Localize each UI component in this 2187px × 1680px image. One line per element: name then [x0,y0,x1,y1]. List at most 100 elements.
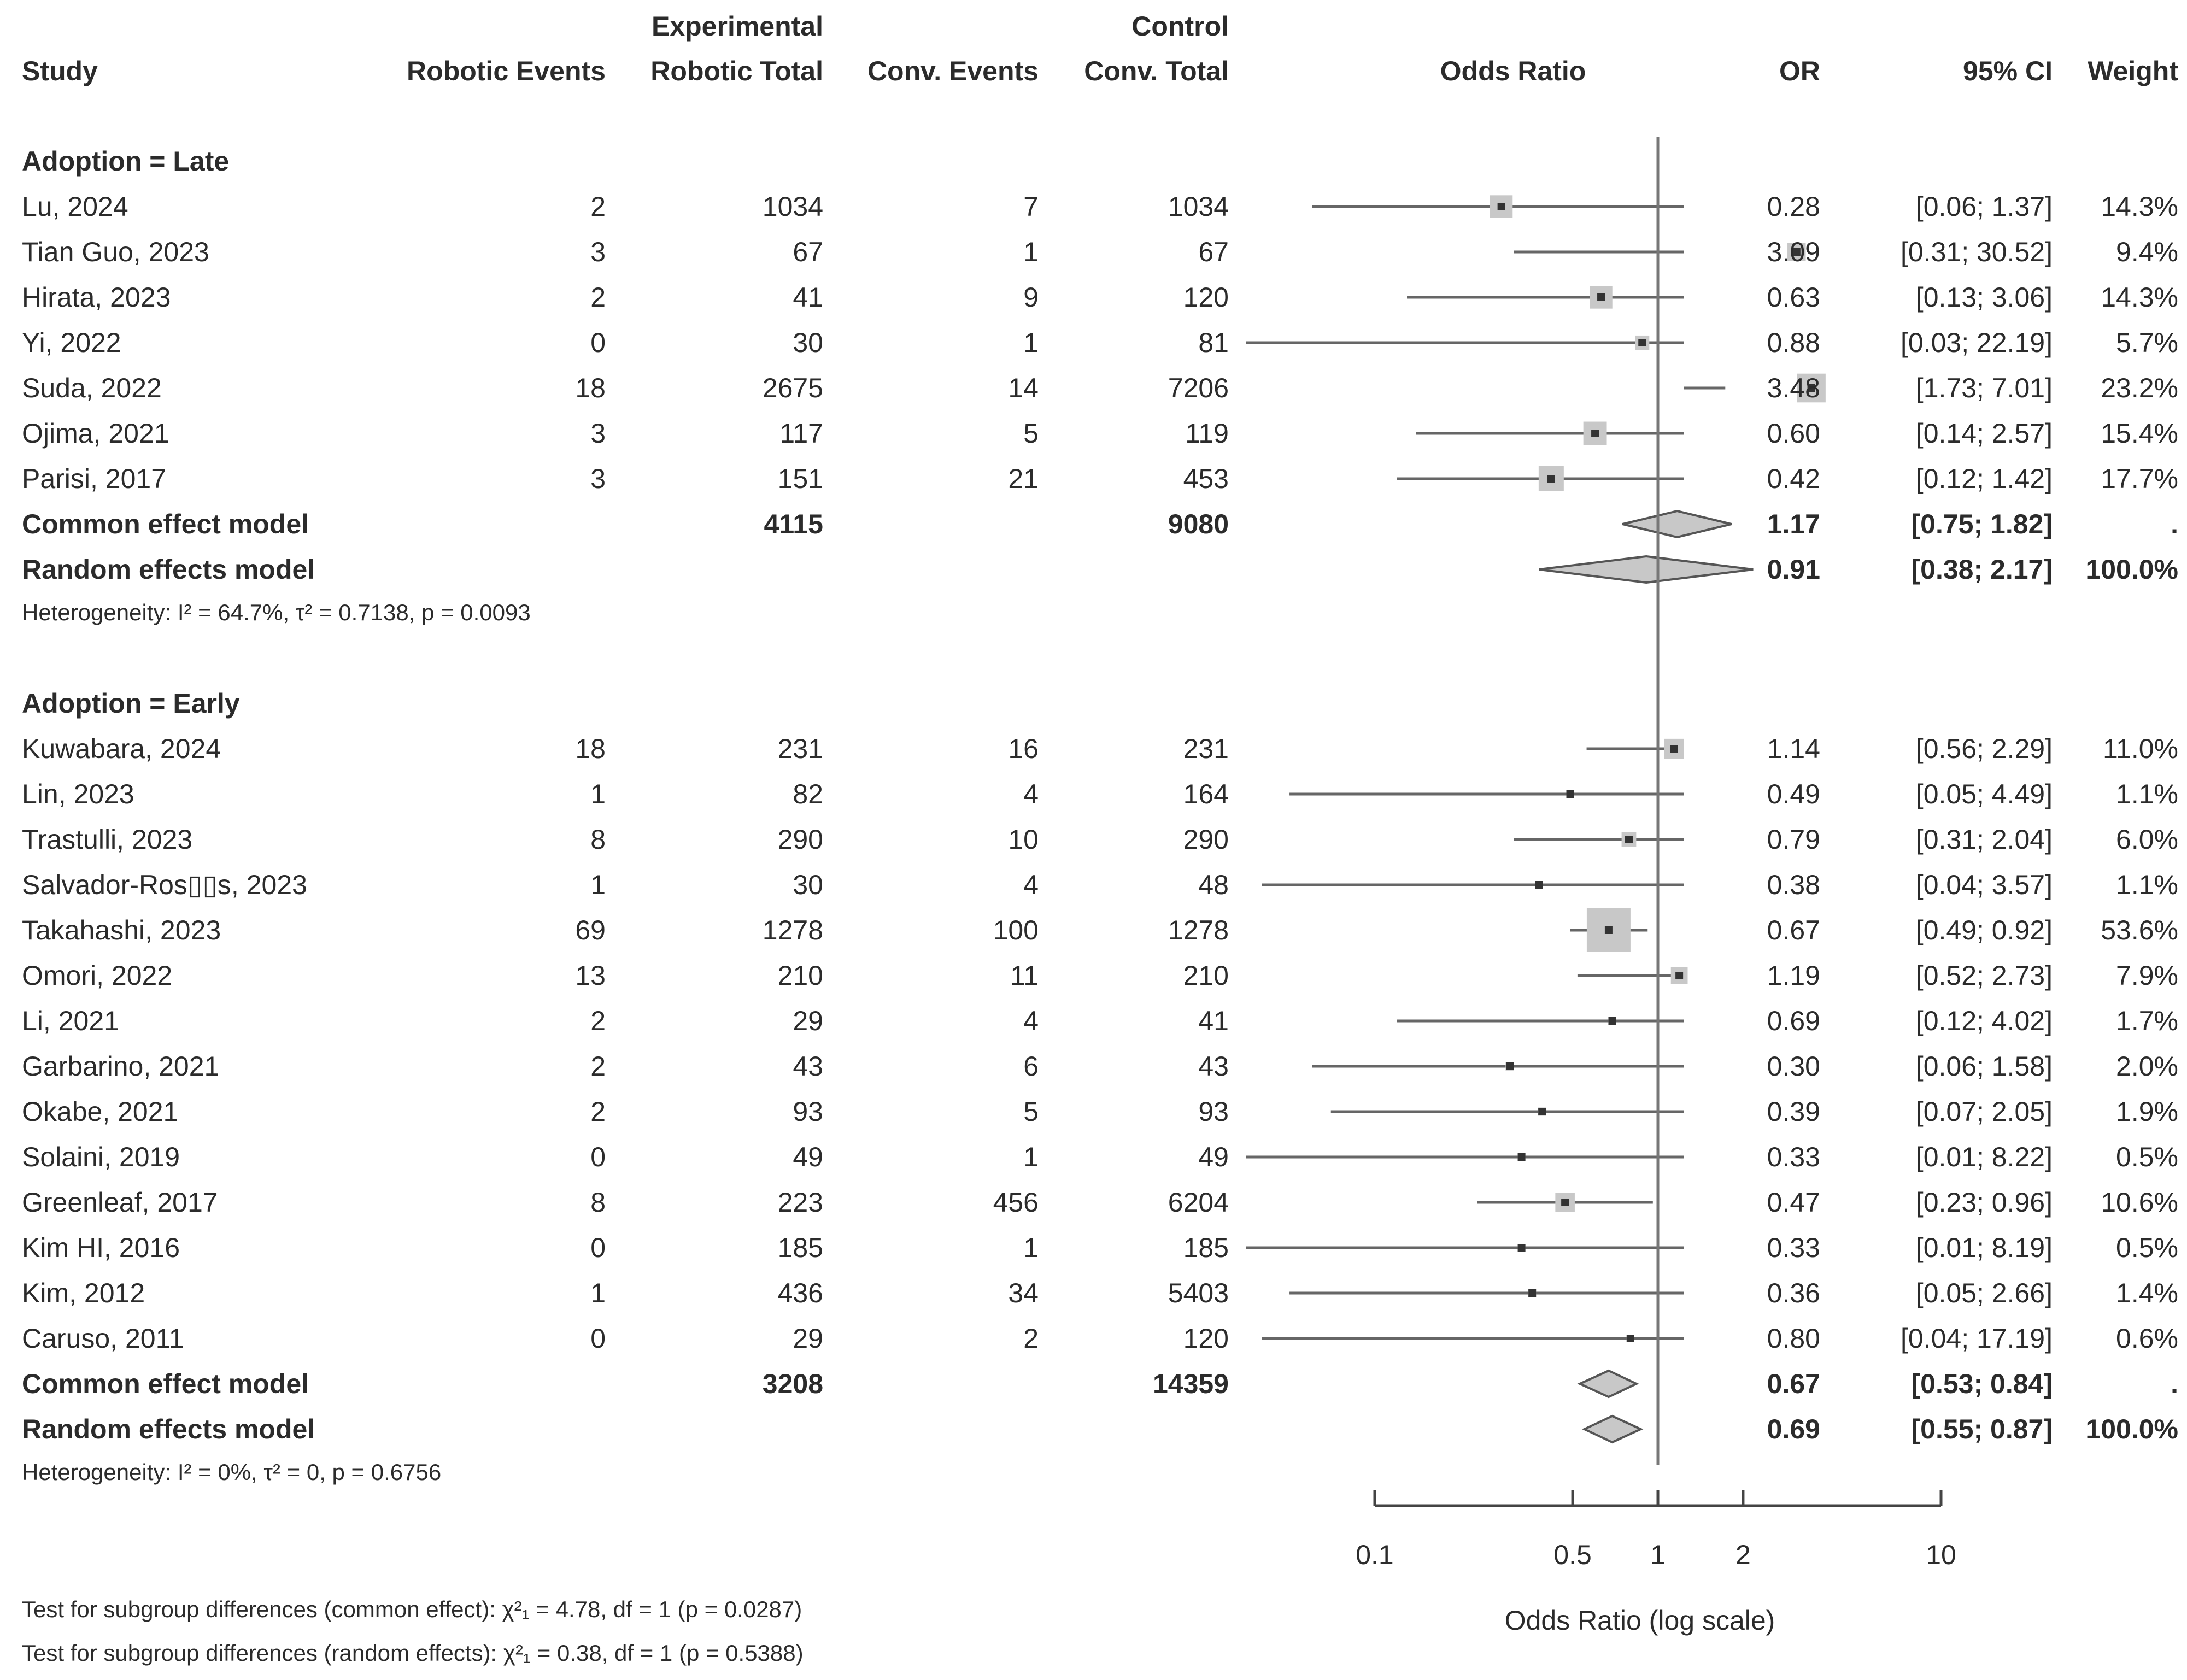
study-name: Kuwabara, 2024 [22,733,221,764]
header-study: Study [22,56,98,86]
or-value: 0.28 [1767,191,1820,222]
robotic-total: 436 [777,1278,823,1308]
conv-total: 67 [1198,237,1229,267]
random-or-value: 0.91 [1767,554,1820,585]
study-name: Greenleaf, 2017 [22,1187,218,1218]
ci-value: [0.23; 0.96] [1915,1187,2053,1218]
weight-value: 14.3% [2101,191,2178,222]
conv-total: 120 [1183,1323,1229,1354]
conv-total: 290 [1183,824,1229,855]
conv-total: 164 [1183,779,1229,809]
common-or-value: 0.67 [1767,1368,1820,1399]
weight-value: 7.9% [2116,960,2178,991]
conv-total: 185 [1183,1232,1229,1263]
header-robotic-total: Robotic Total [650,56,823,86]
point-estimate [1547,475,1555,483]
robotic-events: 1 [590,870,606,900]
robotic-events: 3 [590,463,606,494]
conv-events: 11 [1010,960,1039,991]
common-or-value: 1.17 [1767,509,1820,539]
study-name: Okabe, 2021 [22,1096,179,1127]
or-value: 0.47 [1767,1187,1820,1218]
header-conv-total: Conv. Total [1084,56,1229,86]
or-value: 0.33 [1767,1142,1820,1172]
robotic-total: 30 [793,327,823,358]
common-weight-value: . [2171,509,2178,539]
robotic-events: 2 [590,1006,606,1036]
conv-events: 9 [1023,282,1039,313]
study-name: Lu, 2024 [22,191,128,222]
point-estimate [1561,1199,1569,1206]
conv-total: 43 [1198,1051,1229,1082]
robotic-events: 69 [575,915,606,945]
or-value: 0.60 [1767,418,1820,449]
conv-total: 119 [1185,418,1229,449]
robotic-total: 93 [793,1096,823,1127]
ci-value: [0.04; 3.57] [1915,870,2053,900]
header-ci: 95% CI [1963,56,2053,86]
conv-events: 4 [1023,870,1039,900]
ci-value: [0.06; 1.37] [1915,191,2053,222]
conv-total: 120 [1183,282,1229,313]
random-or-value: 0.69 [1767,1414,1820,1444]
robotic-total: 185 [777,1232,823,1263]
robotic-total: 82 [793,779,823,809]
robotic-total: 49 [793,1142,823,1172]
conv-events: 4 [1023,1006,1039,1036]
point-estimate [1517,1244,1526,1252]
conv-events: 21 [1008,463,1039,494]
common-conv-total: 14359 [1152,1368,1229,1399]
study-name: Tian Guo, 2023 [22,237,209,267]
robotic-events: 0 [590,1323,606,1354]
conv-events: 14 [1008,373,1039,403]
random-weight-value: 100.0% [2085,554,2178,585]
random-weight-value: 100.0% [2085,1414,2178,1444]
point-estimate [1626,1335,1634,1342]
study-name: Lin, 2023 [22,779,134,809]
point-estimate [1807,384,1815,392]
robotic-events: 1 [590,779,606,809]
study-name: Omori, 2022 [22,960,173,991]
or-value: 1.14 [1767,733,1820,764]
weight-value: 6.0% [2116,824,2178,855]
conv-total: 5403 [1168,1278,1229,1308]
common-robotic-total: 3208 [762,1368,823,1399]
or-value: 0.63 [1767,282,1820,313]
point-estimate [1597,293,1605,301]
robotic-events: 0 [590,1142,606,1172]
header-control: Control [1131,11,1229,42]
weight-value: 0.5% [2116,1142,2178,1172]
study-name: Hirata, 2023 [22,282,171,313]
robotic-total: 290 [777,824,823,855]
point-estimate [1604,926,1613,934]
point-estimate [1538,1108,1546,1115]
conv-events: 6 [1023,1051,1039,1082]
or-value: 0.30 [1767,1051,1820,1082]
ci-value: [0.52; 2.73] [1915,960,2053,991]
point-estimate [1675,972,1684,979]
robotic-total: 223 [777,1187,823,1218]
ci-value: [0.31; 30.52] [1900,237,2053,267]
robotic-events: 8 [590,824,606,855]
robotic-events: 8 [590,1187,606,1218]
conv-events: 34 [1008,1278,1039,1308]
or-value: 1.19 [1767,960,1820,991]
weight-value: 23.2% [2101,373,2178,403]
header-conv-events: Conv. Events [867,56,1039,86]
conv-events: 10 [1008,824,1039,855]
ci-value: [0.12; 1.42] [1915,463,2053,494]
weight-value: 2.0% [2116,1051,2178,1082]
common-robotic-total: 4115 [764,509,823,539]
robotic-events: 18 [575,373,606,403]
weight-value: 17.7% [2101,463,2178,494]
conv-total: 48 [1198,870,1229,900]
or-value: 3.48 [1767,373,1820,403]
x-tick-label: 0.1 [1356,1540,1394,1570]
common-ci-value: [0.75; 1.82] [1911,509,2053,539]
study-name: Ojima, 2021 [22,418,169,449]
study-name: Takahashi, 2023 [22,915,221,945]
weight-value: 14.3% [2101,282,2178,313]
robotic-total: 1278 [762,915,823,945]
